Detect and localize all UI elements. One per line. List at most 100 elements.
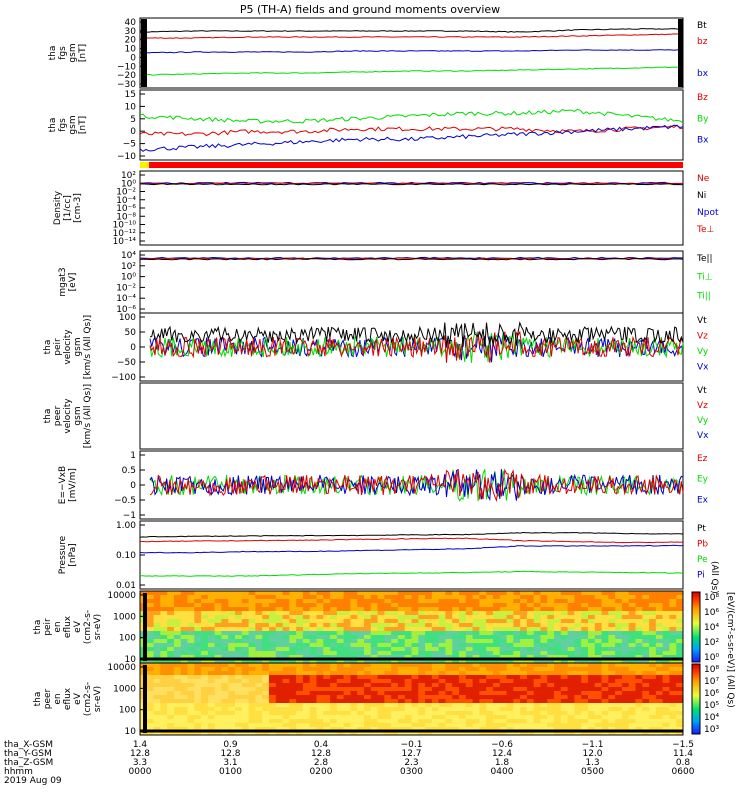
ytick-label: 0 (130, 343, 136, 353)
series-line-bx (139, 49, 684, 54)
ytick-label: 30 (125, 27, 137, 37)
colorbar-tick: 10⁶ (704, 689, 719, 699)
ytick-label: −5 (123, 140, 136, 150)
legend-Ex: Ex (697, 495, 709, 505)
ephem-value: 1.8 (495, 758, 510, 768)
ephem-value: 0600 (672, 767, 695, 777)
ytick-label: 0.10 (116, 551, 136, 561)
ephem-value: 0.8 (676, 758, 691, 768)
trace (149, 469, 684, 502)
trace (149, 321, 684, 347)
panel-frame (139, 89, 684, 161)
ytick-label: −10 (117, 152, 136, 162)
ytick-label: 0.01 (116, 581, 136, 591)
ytick-label: −1 (123, 511, 136, 521)
legend-bz: bz (697, 37, 708, 47)
ephem-value: 2.8 (314, 758, 329, 768)
ytick-label: −10 (117, 62, 136, 72)
ephem-value: 12.8 (311, 749, 331, 759)
ephem-value: 11.4 (673, 749, 693, 759)
colorbar-tick: 10⁰ (704, 653, 719, 663)
ephem-value: 3.1 (223, 758, 237, 768)
legend-Pi: Pi (697, 571, 705, 581)
ylabel: thafgsgsm[nT] (48, 115, 88, 134)
ytick-label: 1000 (113, 684, 136, 694)
ytick-label: 10 (125, 45, 137, 55)
plot-title: P5 (TH-A) fields and ground moments over… (240, 3, 500, 16)
legend-Vt: Vt (697, 316, 707, 326)
series-line-Bz (139, 124, 684, 137)
ephem-value: 12.8 (130, 749, 150, 759)
legend-Pt: Pt (697, 524, 706, 534)
ephem-value: 12.4 (492, 749, 512, 759)
ylabel: thapeirvelocitygsm[km/s (All Qs)] (43, 315, 93, 379)
ephem-label: tha_Y-GSM (4, 749, 52, 759)
ytick-label: 100 (119, 313, 136, 323)
ephem-value: 0000 (129, 767, 152, 777)
ephem-value: 12.0 (582, 749, 602, 759)
data-gap-bar (678, 19, 683, 87)
legend-Vx: Vx (697, 363, 709, 373)
ephem-value: 0.4 (314, 740, 329, 750)
ytick-label: 100 (119, 634, 136, 644)
legend-note: (All Qs) (709, 561, 719, 594)
trace (149, 468, 684, 503)
ephem-value: 0500 (581, 767, 604, 777)
ytick-label: 40 (125, 18, 137, 28)
legend-Bx: Bx (697, 136, 709, 146)
ytick-label: 10⁻² (116, 283, 136, 293)
legend-bx: bx (697, 69, 709, 79)
ytick-label: 0.5 (122, 466, 136, 476)
series-line-Pt (139, 531, 684, 538)
ylabel: E=−VxB[mV/m] (58, 466, 78, 504)
colorbar-tick: 10⁴ (704, 713, 719, 723)
ytick-label: 50 (125, 328, 137, 338)
colorbar-label: [eV/(cm²-s-sr-eV)] (All Qs) (725, 592, 735, 708)
series-line-Pb (139, 537, 684, 544)
panel-frame (139, 17, 684, 89)
ytick-label: 1000 (113, 612, 136, 622)
legend-By: By (697, 114, 709, 124)
colorbar-tick: 10⁷ (704, 677, 719, 687)
ytick-label: 10⁻¹⁰ (113, 221, 137, 231)
colorbar-tick: 10⁸ (704, 665, 719, 675)
ephem-value: 0.9 (223, 740, 238, 750)
ephem-value: −1.1 (582, 740, 604, 750)
colorbar-tick: 10⁶ (704, 608, 719, 618)
panel-frame (139, 382, 684, 450)
ytick-label: 5 (130, 115, 136, 125)
ephem-value: 1.4 (133, 740, 148, 750)
ytick-label: −30 (117, 80, 136, 90)
colorbar (691, 663, 701, 735)
ephem-label: hhmm (4, 767, 33, 777)
ytick-label: 10⁻⁶ (116, 204, 136, 214)
ytick-label: 100 (119, 706, 136, 716)
ephem-label: tha_Z-GSM (4, 758, 53, 768)
ytick-label: 10⁻¹² (113, 229, 137, 239)
legend-Vx: Vx (697, 431, 709, 441)
ytick-label: 10 (125, 655, 137, 665)
legend-Vz: Vz (697, 401, 708, 411)
ytick-label: 10² (121, 171, 136, 181)
legend-Ni: Ni (697, 191, 706, 201)
ytick-label: 10⁻⁶ (116, 305, 136, 315)
legend-Pb: Pb (697, 540, 708, 550)
colorbar-tick: 10³ (704, 725, 719, 735)
ytick-label: −100 (111, 373, 136, 383)
legend-Ey: Ey (697, 475, 709, 485)
legend-Vy: Vy (697, 347, 709, 357)
legend-Te||: Te|| (696, 254, 713, 264)
legend-Npot: Npot (697, 208, 719, 218)
ephem-value: −0.6 (491, 740, 513, 750)
ephem-value: 0200 (310, 767, 333, 777)
ytick-label: 20 (125, 36, 137, 46)
ytick-label: 10 (125, 102, 137, 112)
panel-peir_eflux: 10000 1000 100 10 thapeirenefluxeV(cm2-s-sr-… (33, 590, 684, 665)
panel-fgs_gsm: 15 10 5 0 −5 −10 thafgsgsm[nT] Bz By Bx (48, 89, 709, 162)
ytick-label: 10 (125, 727, 137, 737)
legend-Vz: Vz (697, 332, 708, 342)
legend-Vy: Vy (697, 416, 709, 426)
ytick-label: −20 (117, 71, 136, 81)
